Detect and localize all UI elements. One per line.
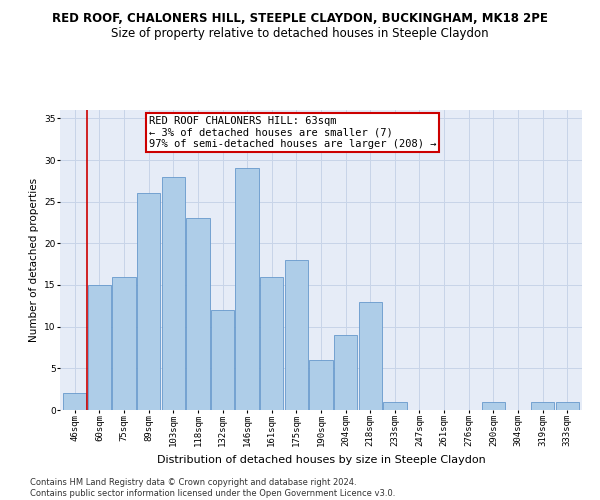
Bar xyxy=(531,402,554,410)
Bar xyxy=(235,168,259,410)
X-axis label: Distribution of detached houses by size in Steeple Claydon: Distribution of detached houses by size … xyxy=(157,455,485,465)
Bar xyxy=(186,218,209,410)
Text: RED ROOF, CHALONERS HILL, STEEPLE CLAYDON, BUCKINGHAM, MK18 2PE: RED ROOF, CHALONERS HILL, STEEPLE CLAYDO… xyxy=(52,12,548,26)
Text: Contains HM Land Registry data © Crown copyright and database right 2024.
Contai: Contains HM Land Registry data © Crown c… xyxy=(30,478,395,498)
Text: Size of property relative to detached houses in Steeple Claydon: Size of property relative to detached ho… xyxy=(111,28,489,40)
Bar xyxy=(137,194,160,410)
Bar xyxy=(334,335,358,410)
Bar xyxy=(211,310,234,410)
Bar xyxy=(383,402,407,410)
Bar xyxy=(112,276,136,410)
Y-axis label: Number of detached properties: Number of detached properties xyxy=(29,178,39,342)
Bar xyxy=(359,302,382,410)
Bar xyxy=(63,394,86,410)
Bar xyxy=(284,260,308,410)
Bar xyxy=(556,402,579,410)
Text: RED ROOF CHALONERS HILL: 63sqm
← 3% of detached houses are smaller (7)
97% of se: RED ROOF CHALONERS HILL: 63sqm ← 3% of d… xyxy=(149,116,436,149)
Bar xyxy=(88,285,111,410)
Bar xyxy=(260,276,283,410)
Bar xyxy=(161,176,185,410)
Bar xyxy=(310,360,332,410)
Bar xyxy=(482,402,505,410)
